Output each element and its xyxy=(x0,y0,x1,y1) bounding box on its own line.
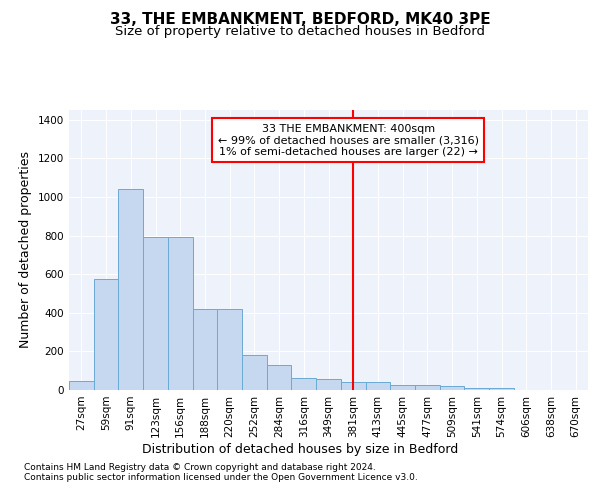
Bar xyxy=(69,381,94,390)
Text: Contains HM Land Registry data © Crown copyright and database right 2024.: Contains HM Land Registry data © Crown c… xyxy=(24,462,376,471)
Bar xyxy=(242,355,267,390)
Bar xyxy=(415,385,440,390)
Bar xyxy=(489,388,514,390)
Bar xyxy=(464,388,489,390)
Text: Distribution of detached houses by size in Bedford: Distribution of detached houses by size … xyxy=(142,442,458,456)
Bar xyxy=(390,385,415,390)
Bar xyxy=(267,365,292,390)
Bar xyxy=(341,382,365,390)
Bar xyxy=(118,189,143,390)
Text: 33, THE EMBANKMENT, BEDFORD, MK40 3PE: 33, THE EMBANKMENT, BEDFORD, MK40 3PE xyxy=(110,12,490,28)
Bar xyxy=(193,309,217,390)
Bar xyxy=(440,386,464,390)
Bar xyxy=(143,238,168,390)
Bar xyxy=(316,380,341,390)
Bar xyxy=(217,309,242,390)
Bar xyxy=(365,382,390,390)
Bar xyxy=(168,238,193,390)
Bar xyxy=(292,378,316,390)
Y-axis label: Number of detached properties: Number of detached properties xyxy=(19,152,32,348)
Bar xyxy=(94,279,118,390)
Text: 33 THE EMBANKMENT: 400sqm
← 99% of detached houses are smaller (3,316)
1% of sem: 33 THE EMBANKMENT: 400sqm ← 99% of detac… xyxy=(218,124,479,156)
Text: Contains public sector information licensed under the Open Government Licence v3: Contains public sector information licen… xyxy=(24,472,418,482)
Text: Size of property relative to detached houses in Bedford: Size of property relative to detached ho… xyxy=(115,25,485,38)
